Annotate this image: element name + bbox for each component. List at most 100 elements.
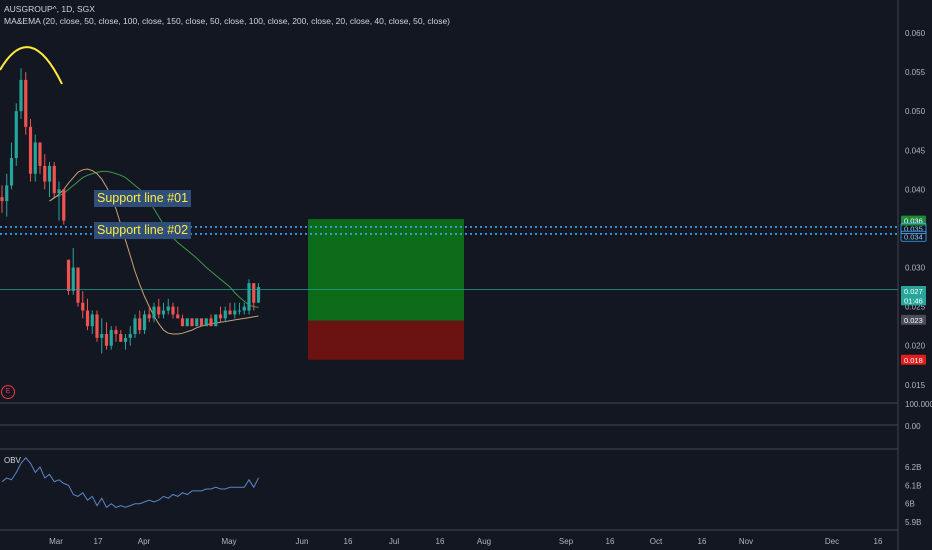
- candle-body: [161, 310, 166, 315]
- candle-body: [199, 318, 204, 327]
- candle-body: [104, 333, 109, 346]
- candle-body: [85, 310, 90, 327]
- time-tick-label: Aug: [477, 537, 491, 546]
- time-tick-label: Dec: [825, 537, 839, 546]
- support-line-01-label[interactable]: Support line #01: [94, 190, 192, 207]
- time-tick-label: Apr: [138, 537, 151, 546]
- price-badge-support: [900, 230, 927, 242]
- candle-body: [138, 318, 142, 331]
- candle-body: [147, 314, 151, 319]
- candle-body: [114, 330, 118, 334]
- time-tick-label: Jul: [389, 537, 399, 546]
- candle-body: [195, 318, 199, 327]
- candle-body: [252, 283, 256, 303]
- price-badge-label: 0.036: [904, 217, 923, 226]
- candle-body: [100, 333, 104, 338]
- volume-tick-label: 0.00: [905, 422, 921, 431]
- earnings-event-icon[interactable]: E: [1, 385, 15, 399]
- position-zones[interactable]: [308, 219, 464, 360]
- candle-body: [119, 333, 123, 342]
- price-tick-label: 0.060: [905, 29, 926, 38]
- time-axis[interactable]: Mar 17 Apr May Jun 16 Jul 16 Aug Sep 16 Oct 16 Nov Dec…: [49, 537, 883, 546]
- price-tick-label: 0.020: [905, 342, 926, 351]
- time-tick-label: Mar: [49, 537, 63, 546]
- time-tick-label: Sep: [559, 537, 574, 546]
- candle-body: [19, 79, 23, 112]
- candle-body: [5, 185, 9, 202]
- candle-body: [43, 165, 47, 182]
- price-axis[interactable]: 0.060 0.055 0.050 0.045 0.040 0.030 0.025 0.020…: [905, 29, 932, 431]
- candle-body: [47, 165, 52, 182]
- candle-body: [237, 310, 242, 312]
- price-tick-label: 0.055: [905, 68, 926, 77]
- candle-body: [57, 189, 61, 194]
- price-badge-label: 0.035: [904, 224, 923, 233]
- obv-line: [1, 457, 259, 509]
- panel-separators: [0, 0, 899, 550]
- candle-body: [190, 318, 194, 327]
- loss-zone: [308, 320, 464, 360]
- candle-body: [38, 142, 42, 166]
- volume-tick-label: 100.000: [905, 400, 932, 409]
- candle-body: [228, 310, 232, 315]
- indicator-legend[interactable]: MA&EMA (20, close, 50, close, 100, close…: [4, 16, 451, 26]
- candle-body: [166, 306, 170, 311]
- time-tick-label: 16: [606, 537, 615, 546]
- candle-body: [242, 306, 246, 311]
- price-tick-label: 0.045: [905, 146, 926, 155]
- price-badge-support: [900, 223, 927, 234]
- drawn-arc[interactable]: [0, 46, 63, 85]
- candle-body: [33, 142, 37, 174]
- candle-body: [123, 337, 128, 342]
- candle-body: [109, 330, 113, 346]
- obv-label[interactable]: OBV: [4, 456, 21, 465]
- time-tick-label: 16: [698, 537, 707, 546]
- price-tick-label: 0.040: [905, 185, 926, 194]
- candle-body: [204, 318, 208, 327]
- price-tick-label: 0.015: [905, 381, 926, 390]
- candle-body: [24, 79, 28, 127]
- candle-body: [157, 306, 161, 315]
- candle-body: [9, 158, 14, 186]
- candle-body: [171, 306, 175, 315]
- candle-body: [71, 267, 75, 291]
- support-line-02-label[interactable]: Support line #02: [94, 222, 192, 239]
- candle-body: [209, 318, 213, 327]
- candle-body: [81, 302, 85, 311]
- yellow-arc: [0, 46, 63, 85]
- time-tick-label: 16: [436, 537, 445, 546]
- obv-tick-label: 5.9B: [905, 518, 921, 527]
- candle-body: [128, 333, 132, 338]
- candle-body: [223, 310, 227, 319]
- obv-tick-label: 6.1B: [905, 481, 921, 490]
- candle-body: [214, 314, 218, 327]
- price-badge-countdown: [901, 295, 926, 306]
- candle-body: [66, 259, 71, 291]
- candle-body: [176, 314, 180, 319]
- time-tick-label: 16: [344, 537, 353, 546]
- time-tick-label: 16: [874, 537, 883, 546]
- candle-body: [0, 197, 4, 202]
- candle-body: [256, 287, 261, 303]
- price-badge-label: 0.027: [904, 287, 923, 296]
- time-tick-label: May: [221, 537, 236, 546]
- candle-body: [52, 165, 56, 194]
- candle-body: [247, 283, 251, 311]
- time-tick-label: Jun: [296, 537, 309, 546]
- price-badge-entry: [901, 314, 926, 325]
- time-tick-label: Oct: [650, 537, 663, 546]
- price-badge-stop: [901, 354, 926, 365]
- candle-body: [233, 310, 237, 315]
- candle-body: [152, 306, 156, 319]
- price-badge-label: 0.018: [904, 356, 923, 365]
- candle-body: [133, 318, 137, 334]
- time-tick-label: 17: [94, 537, 103, 546]
- obv-tick-label: 6B: [905, 500, 915, 509]
- price-tick-label: 0.050: [905, 107, 926, 116]
- candle-body: [95, 314, 99, 338]
- obv-tick-label: 6.2B: [905, 463, 921, 472]
- candle-body: [218, 314, 223, 319]
- symbol-title[interactable]: AUSGROUP^, 1D, SGX: [4, 4, 95, 14]
